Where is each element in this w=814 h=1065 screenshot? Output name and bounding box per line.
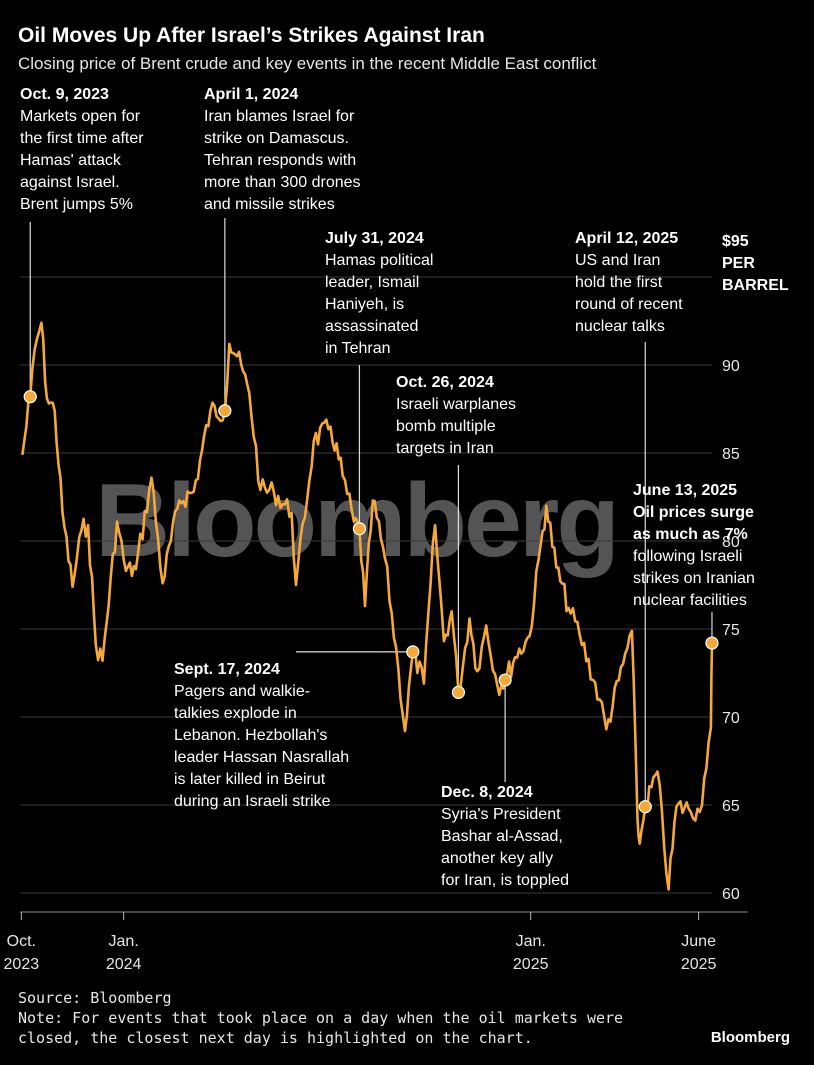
- event-description-line: assassinated: [325, 318, 419, 335]
- note-line-2: closed, the closest next day is highligh…: [18, 1029, 533, 1047]
- event-description-line: and missile strikes: [204, 196, 335, 213]
- y-tick-label-65: 65: [722, 798, 740, 815]
- event-date-label: Oct. 26, 2024: [396, 374, 494, 391]
- event-description-line: bomb multiple: [396, 418, 496, 435]
- event-annotation-3: Sept. 17, 2024 Pagers and walkie-talkies …: [174, 659, 349, 813]
- event-description-line: nuclear talks: [575, 318, 665, 335]
- event-description-line: the first time after: [20, 130, 144, 147]
- event-description-line: leader, Ismail: [325, 274, 420, 291]
- event-description-line: following Israeli: [633, 548, 743, 565]
- event-annotation-7: June 13, 2025 Oil prices surge as much as …: [633, 480, 755, 612]
- event-date-label: Dec. 8, 2024: [441, 784, 533, 801]
- event-date-label: April 1, 2024: [204, 86, 299, 103]
- event-description-line: leader Hassan Nasrallah: [174, 749, 350, 766]
- brent-price-series-line: [21, 321, 714, 891]
- x-tick-label-3-line1: June: [681, 933, 716, 950]
- chart-subtitle: Closing price of Brent crude and key eve…: [18, 54, 597, 73]
- event-description-line: another key ally: [441, 850, 554, 867]
- event-description-line: during an Israeli strike: [174, 793, 331, 810]
- x-tick-label-1-line2: 2024: [106, 956, 142, 973]
- event-date-label: April 12, 2025: [575, 230, 679, 247]
- event-marker-0: [23, 390, 37, 404]
- event-annotation-5: Dec. 8, 2024 Syria's President Bashar al-A…: [441, 782, 569, 892]
- event-annotation-2: July 31, 2024 Hamas political leader, Isma…: [325, 228, 433, 360]
- event-date-label: Oct. 9, 2023: [20, 86, 109, 103]
- event-description-line: against Israel.: [20, 174, 120, 191]
- x-tick-label-3-line2: 2025: [681, 956, 717, 973]
- x-tick-label-1-line1: Jan.: [109, 933, 139, 950]
- event-description-line: Tehran responds with: [204, 152, 357, 169]
- event-description-line: Israeli warplanes: [396, 396, 517, 413]
- event-marker-1: [218, 404, 232, 418]
- event-marker-2: [352, 522, 367, 536]
- event-description-line: Hamas' attack: [20, 152, 121, 169]
- unit-line-1: $95: [722, 233, 749, 250]
- event-description-line: Oil prices surge: [633, 504, 754, 521]
- event-description-line: talkies explode in: [174, 705, 297, 722]
- x-tick-label-0-line2: 2023: [4, 956, 40, 973]
- event-description-line: US and Iran: [575, 252, 661, 269]
- y-tick-label-70: 70: [722, 710, 740, 727]
- y-tick-label-60: 60: [722, 886, 740, 903]
- event-description-line: Markets open for: [20, 108, 141, 125]
- event-annotation-4: Oct. 26, 2024 Israeli warplanes bomb multi…: [396, 372, 516, 460]
- y-tick-label-75: 75: [722, 622, 740, 639]
- event-marker-6: [638, 800, 652, 814]
- event-marker-4: [451, 685, 466, 699]
- event-description-line: Brent jumps 5%: [20, 196, 133, 213]
- y-axis-unit-label: $95 PER BARREL: [722, 231, 789, 297]
- x-tick-label-0-line1: Oct.: [7, 933, 36, 950]
- y-tick-label-90: 90: [722, 358, 740, 375]
- event-description-line: strikes on Iranian: [633, 570, 755, 587]
- chart-title: Oil Moves Up After Israel’s Strikes Agai…: [18, 24, 485, 47]
- event-description-line: Haniyeh, is: [325, 296, 405, 313]
- event-description-line: for Iran, is toppled: [441, 872, 570, 889]
- footer-notes: Source: Bloomberg Note: For events that …: [18, 988, 623, 1048]
- event-description-line: in Tehran: [325, 340, 391, 357]
- brent-line-chart: 60 65 70 75 80 85 90 Oct. 2023 Jan. 2024 Jan. 2025 Ju…: [4, 218, 748, 973]
- event-annotation-6: April 12, 2025 US and Iran hold the first r…: [575, 228, 683, 338]
- x-tick-label-2-line2: 2025: [513, 956, 549, 973]
- bloomberg-logo: Bloomberg: [710, 1029, 790, 1046]
- event-annotation-1: April 1, 2024 Iran blames Israel for strik…: [204, 84, 361, 216]
- event-description-line: strike on Damascus.: [204, 130, 349, 147]
- event-description-line: Iran blames Israel for: [204, 108, 355, 125]
- y-tick-label-80: 80: [722, 534, 740, 551]
- event-description-line: Hamas political: [325, 252, 434, 269]
- note-line-1: Note: For events that took place on a da…: [18, 1009, 624, 1027]
- event-date-label: Sept. 17, 2024: [174, 661, 280, 678]
- event-description-line: as much as 7%: [633, 526, 748, 543]
- event-marker-3: [406, 645, 420, 659]
- event-description-line: round of recent: [575, 296, 683, 313]
- event-description-line: more than 300 drones: [204, 174, 361, 191]
- event-description-line: is later killed in Beirut: [174, 771, 326, 788]
- event-description-line: Syria's President: [441, 806, 561, 823]
- x-tick-label-2-line1: Jan.: [516, 933, 546, 950]
- unit-line-3: BARREL: [722, 277, 789, 294]
- event-description-line: hold the first: [575, 274, 663, 291]
- event-date-label: June 13, 2025: [633, 482, 738, 499]
- event-description-line: Bashar al-Assad,: [441, 828, 563, 845]
- event-description-line: nuclear facilities: [633, 592, 747, 609]
- event-marker-5: [498, 673, 512, 687]
- event-description-line: Lebanon. Hezbollah's: [174, 727, 328, 744]
- event-date-label: July 31, 2024: [325, 230, 424, 247]
- event-marker-7: [705, 636, 719, 650]
- event-description-line: Pagers and walkie-: [174, 683, 311, 700]
- unit-line-2: PER: [722, 255, 755, 272]
- y-tick-label-85: 85: [722, 446, 740, 463]
- source-text: Source: Bloomberg: [18, 989, 172, 1007]
- event-description-line: targets in Iran: [396, 440, 494, 457]
- event-annotation-0: Oct. 9, 2023 Markets open for the first ti…: [20, 84, 144, 216]
